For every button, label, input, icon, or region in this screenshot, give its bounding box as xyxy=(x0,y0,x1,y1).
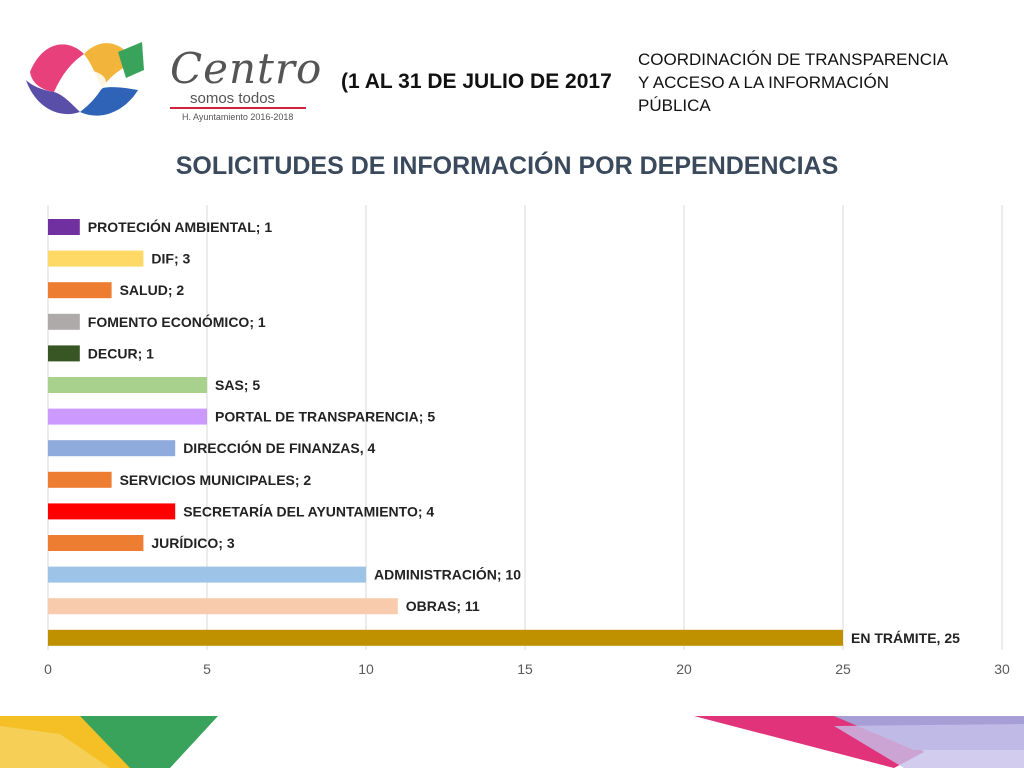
logo-ribbon-pink xyxy=(30,44,84,92)
coordination-title: COORDINACIÓN DE TRANSPARENCIA Y ACCESO A… xyxy=(638,48,1008,117)
x-tick-label: 20 xyxy=(676,661,692,677)
brand-subtitle: H. Ayuntamiento 2016-2018 xyxy=(182,112,294,122)
bar xyxy=(48,345,80,362)
bar xyxy=(48,282,112,299)
bar-data-label: SERVICIOS MUNICIPALES; 2 xyxy=(120,472,312,488)
bar xyxy=(48,598,398,615)
bar xyxy=(48,440,176,457)
bar-data-label: JURÍDICO; 3 xyxy=(151,535,234,551)
bar-data-label: SECRETARÍA DEL AYUNTAMIENTO; 4 xyxy=(183,503,434,519)
brand-underline xyxy=(170,107,306,109)
coordination-line: PÚBLICA xyxy=(638,96,711,115)
report-period: (1 AL 31 DE JULIO DE 2017 xyxy=(341,70,612,93)
x-tick-label: 25 xyxy=(835,661,851,677)
bar xyxy=(48,408,207,425)
bottom-right-band xyxy=(694,716,1024,768)
x-tick-label: 0 xyxy=(44,661,52,677)
bar-data-label: DIF; 3 xyxy=(151,251,190,267)
logo-ribbon-blue xyxy=(80,87,138,116)
bar-data-label: DECUR; 1 xyxy=(88,345,154,361)
logo-ribbon-green xyxy=(118,42,144,78)
bar xyxy=(48,566,366,583)
bar xyxy=(48,503,176,520)
bar-data-label: PROTECIÓN AMBIENTAL; 1 xyxy=(88,218,273,235)
logo-ribbon-purple xyxy=(26,80,80,115)
centro-logo xyxy=(26,42,144,116)
bar-data-label: PORTAL DE TRANSPARENCIA; 5 xyxy=(215,409,435,425)
logo-center xyxy=(62,70,106,94)
x-tick-label: 10 xyxy=(358,661,374,677)
brand-name: Centro xyxy=(170,44,323,93)
bar-data-label: EN TRÁMITE, 25 xyxy=(851,630,960,646)
bar-chart: 0 5 10 15 20 25 30 PROTECIÓN AMBIENTAL; 1 DIF; 3… xyxy=(44,205,1010,677)
brand-tagline: somos todos xyxy=(190,90,276,107)
bar-data-label: OBRAS; 11 xyxy=(406,598,480,614)
bar-data-label: SAS; 5 xyxy=(215,377,260,393)
bar-data-label: FOMENTO ECONÓMICO; 1 xyxy=(88,313,266,330)
bar xyxy=(48,471,112,488)
bar-data-label: DIRECCIÓN DE FINANZAS, 4 xyxy=(183,439,375,456)
bar xyxy=(48,219,80,235)
x-tick-label: 15 xyxy=(517,661,533,677)
bar xyxy=(48,250,144,267)
coordination-line: COORDINACIÓN DE TRANSPARENCIA xyxy=(638,50,949,69)
bar xyxy=(48,535,144,551)
chart-title: SOLICITUDES DE INFORMACIÓN POR DEPENDENC… xyxy=(175,152,839,180)
bottom-left-band xyxy=(0,716,218,768)
coordination-line: Y ACCESO A LA INFORMACIÓN xyxy=(638,73,889,92)
bar xyxy=(48,313,80,330)
bar-data-label: SALUD; 2 xyxy=(120,282,185,298)
bar xyxy=(48,377,207,393)
bar-data-label: ADMINISTRACIÓN; 10 xyxy=(374,566,521,583)
x-tick-label: 5 xyxy=(203,661,211,677)
bar xyxy=(48,629,843,646)
x-tick-label: 30 xyxy=(994,661,1010,677)
